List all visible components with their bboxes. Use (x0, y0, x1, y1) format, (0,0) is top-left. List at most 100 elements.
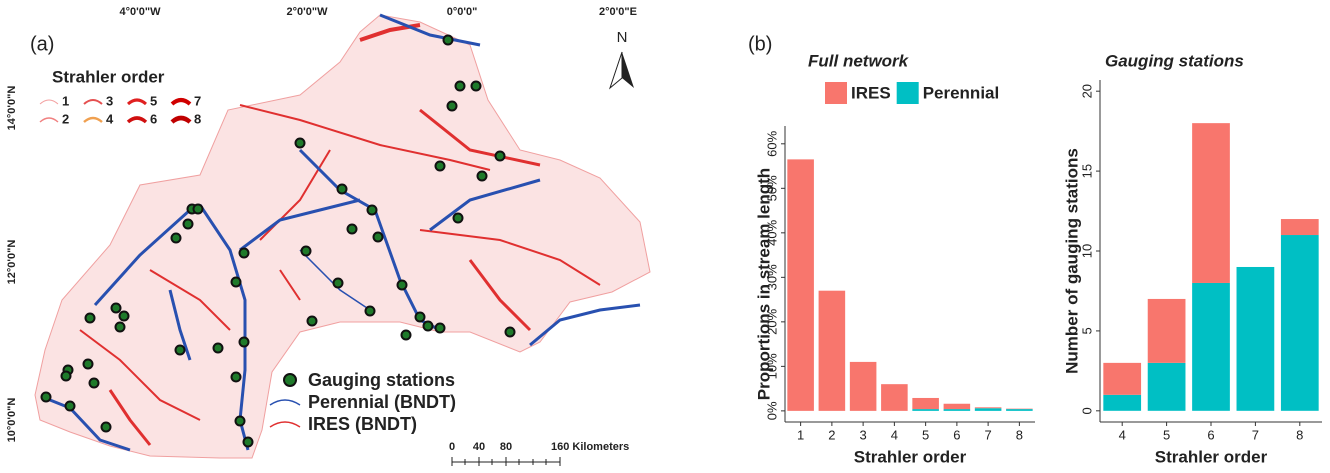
bar-segment (1192, 283, 1230, 411)
panel-label: (b) (748, 33, 772, 55)
station-marker (236, 417, 245, 426)
longitude-label: 4°0'0"W (120, 6, 162, 18)
station-marker (172, 234, 181, 243)
bar-segment (1103, 363, 1141, 395)
station-marker (478, 172, 487, 181)
station-marker (116, 323, 125, 332)
strahler-symbol (84, 100, 102, 104)
station-marker (184, 220, 193, 229)
station-marker (296, 139, 305, 148)
bar-segment (787, 159, 814, 410)
station-marker (416, 313, 425, 322)
bar-segment (1006, 409, 1033, 411)
legend-symbol (270, 400, 300, 405)
legend-symbol (270, 422, 300, 427)
map-panel: 4°0'0"W 2°0'0"W 0°0'0" 2°0'0"E 14°0'0"N … (6, 6, 650, 466)
bar-segment (1103, 395, 1141, 411)
bar-segment (944, 409, 971, 411)
strahler-symbol (40, 118, 58, 122)
station-marker (472, 82, 481, 91)
latitude-label: 10°0'0"N (6, 398, 18, 443)
bar-segment (1281, 235, 1319, 411)
bar-segment (1192, 123, 1230, 283)
x-tick-label: 5 (922, 427, 929, 442)
y-tick-label: 10 (1079, 244, 1094, 258)
strahler-label: 1 (62, 93, 69, 108)
bar-segment (819, 291, 846, 411)
bar-segment (1148, 299, 1186, 363)
x-tick-label: 6 (1207, 427, 1214, 442)
station-marker (444, 36, 453, 45)
station-marker (308, 317, 317, 326)
x-tick-label: 6 (953, 427, 960, 442)
scale-label: 40 (473, 441, 485, 453)
north-arrow (622, 52, 634, 88)
station-marker (84, 360, 93, 369)
station-marker (62, 372, 71, 381)
legend-label: IRES (851, 83, 891, 102)
station-marker (86, 314, 95, 323)
strahler-symbol (128, 118, 146, 122)
latitude-label: 12°0'0"N (6, 240, 18, 285)
strahler-label: 6 (150, 111, 157, 126)
y-axis-title: Number of gauging stations (1062, 148, 1081, 374)
y-axis-title: Proportions in stream length (754, 168, 773, 400)
strahler-label: 7 (194, 93, 201, 108)
strahler-symbol (172, 100, 190, 104)
x-axis-title: Strahler order (1155, 447, 1268, 466)
y-tick-label: 60% (764, 130, 779, 156)
scale-label: 0 (449, 441, 455, 453)
latitude-label: 14°0'0"N (6, 86, 18, 131)
x-tick-label: 4 (1119, 427, 1126, 442)
scale-bar (452, 457, 560, 466)
bar-segment (1281, 219, 1319, 235)
strahler-label: 3 (106, 93, 113, 108)
strahler-symbol (172, 118, 190, 122)
station-marker (398, 281, 407, 290)
station-marker (374, 233, 383, 242)
x-tick-label: 7 (1252, 427, 1259, 442)
x-tick-label: 5 (1163, 427, 1170, 442)
north-arrow (610, 52, 622, 88)
station-marker (436, 162, 445, 171)
legend-label: Perennial (923, 83, 1000, 102)
station-marker (232, 373, 241, 382)
strahler-symbol (128, 100, 146, 104)
station-marker (338, 185, 347, 194)
station-marker (496, 152, 505, 161)
station-marker (368, 206, 377, 215)
station-marker (454, 214, 463, 223)
scale-label: 160 Kilometers (551, 441, 629, 453)
longitude-label: 2°0'0"W (287, 6, 329, 18)
station-marker (448, 102, 457, 111)
x-tick-label: 7 (985, 427, 992, 442)
panel-label: (a) (30, 33, 54, 55)
station-marker (214, 344, 223, 353)
longitude-label: 0°0'0" (447, 6, 478, 18)
legend-label: IRES (BNDT) (308, 414, 417, 434)
x-tick-label: 8 (1296, 427, 1303, 442)
chart-title: Gauging stations (1105, 51, 1244, 70)
y-tick-label: 0 (1079, 407, 1094, 414)
bar-segment (881, 384, 908, 411)
station-marker (302, 247, 311, 256)
station-marker (366, 307, 375, 316)
x-axis-title: Strahler order (854, 447, 967, 466)
bar-segment (975, 407, 1002, 408)
strahler-label: 2 (62, 111, 69, 126)
scale-label: 80 (500, 441, 512, 453)
bar-segment (912, 409, 939, 411)
x-tick-label: 3 (860, 427, 867, 442)
y-tick-label: 20 (1079, 84, 1094, 98)
station-marker (348, 225, 357, 234)
station-marker (436, 324, 445, 333)
station-marker (402, 331, 411, 340)
station-marker (102, 423, 111, 432)
north-label: N (617, 29, 628, 46)
station-marker (244, 438, 253, 447)
strahler-label: 8 (194, 111, 201, 126)
station-marker (194, 205, 203, 214)
